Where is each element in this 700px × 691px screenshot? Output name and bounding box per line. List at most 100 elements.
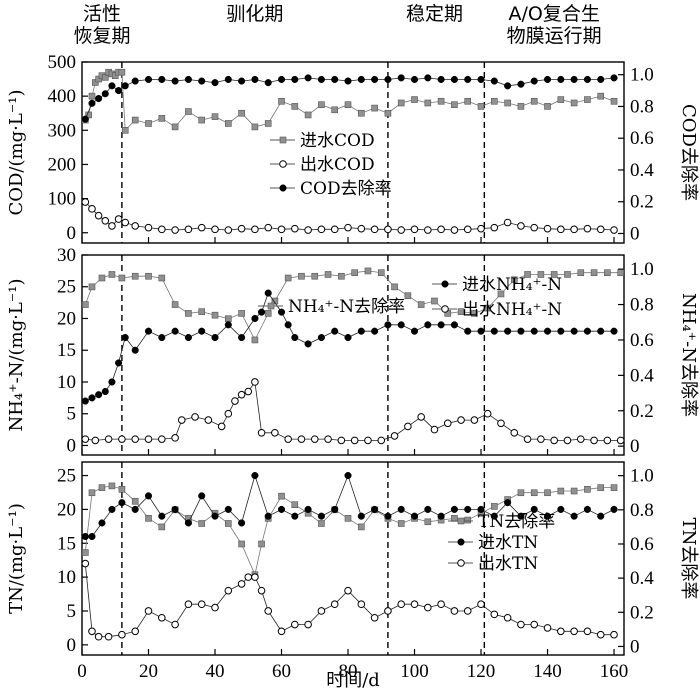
data-point bbox=[277, 308, 286, 316]
data-point bbox=[171, 434, 179, 442]
data-point bbox=[344, 223, 352, 232]
data-point bbox=[304, 620, 312, 629]
data-point bbox=[544, 103, 551, 110]
data-point bbox=[437, 225, 445, 234]
data-point bbox=[237, 390, 246, 399]
data-point bbox=[111, 72, 119, 79]
data-point bbox=[370, 613, 379, 622]
data-point bbox=[616, 436, 625, 445]
y-right-tick-label: 0.6 bbox=[630, 330, 654, 351]
data-point bbox=[131, 116, 139, 124]
y-tick-label: 15 bbox=[57, 533, 76, 554]
data-point bbox=[198, 327, 206, 335]
data-point bbox=[584, 96, 591, 103]
data-point bbox=[497, 419, 505, 428]
data-point bbox=[317, 75, 325, 84]
data-point bbox=[384, 109, 392, 117]
data-point bbox=[118, 435, 126, 443]
legend-item: 进水NH₄⁺-N bbox=[432, 275, 562, 295]
data-point bbox=[277, 225, 286, 234]
series-tn-2 bbox=[81, 559, 618, 641]
data-point bbox=[101, 90, 109, 98]
data-point bbox=[510, 428, 519, 437]
data-point bbox=[371, 104, 378, 112]
y-tick-label: 25 bbox=[57, 466, 76, 487]
data-point bbox=[204, 416, 213, 424]
legend-item: 出水NH₄⁺-N bbox=[432, 300, 562, 320]
data-point bbox=[144, 75, 153, 84]
data-point bbox=[437, 600, 445, 609]
data-point bbox=[224, 75, 232, 84]
y-right-tick-label: 0 bbox=[630, 636, 640, 657]
data-point bbox=[81, 435, 90, 443]
data-point bbox=[517, 103, 525, 110]
y-tick-label: 10 bbox=[57, 372, 76, 393]
data-point bbox=[171, 123, 179, 131]
data-point bbox=[171, 77, 179, 85]
data-point bbox=[291, 333, 299, 342]
y-right-tick-label: 0.6 bbox=[630, 128, 654, 149]
data-point bbox=[491, 503, 498, 510]
data-point bbox=[463, 225, 472, 234]
legend-item: TN去除率 bbox=[448, 512, 555, 532]
data-point bbox=[471, 310, 478, 317]
data-point bbox=[424, 226, 432, 234]
panel-nh4: 0 5 10 15 20 25 30 0 0.2 0.4 0.6 0.8 1.0 NH₄⁺-N/(mg·L… bbox=[6, 245, 699, 457]
data-point bbox=[397, 321, 405, 329]
phase-label: 活性 bbox=[83, 3, 121, 25]
data-point bbox=[410, 327, 419, 335]
data-point bbox=[311, 272, 319, 280]
data-point bbox=[437, 321, 445, 329]
data-point bbox=[610, 505, 618, 513]
data-point bbox=[550, 271, 558, 278]
data-point bbox=[417, 301, 425, 308]
data-point bbox=[583, 627, 592, 636]
data-point bbox=[101, 74, 109, 81]
data-point bbox=[457, 517, 465, 525]
y-right-axis-title: NH₄⁺-N去除率 bbox=[678, 293, 699, 417]
data-point bbox=[557, 505, 565, 513]
data-point bbox=[437, 97, 445, 105]
data-point bbox=[118, 499, 126, 507]
data-point bbox=[477, 600, 485, 609]
data-point bbox=[108, 82, 116, 90]
data-point bbox=[277, 75, 286, 84]
data-point bbox=[158, 435, 166, 443]
data-point bbox=[404, 292, 412, 300]
data-point bbox=[424, 603, 432, 612]
data-point bbox=[145, 120, 152, 127]
data-point bbox=[279, 184, 287, 192]
data-point bbox=[464, 516, 472, 524]
data-point bbox=[490, 223, 499, 232]
data-point bbox=[417, 413, 425, 421]
data-point bbox=[517, 222, 525, 230]
data-point bbox=[184, 600, 193, 609]
data-point bbox=[257, 428, 266, 437]
data-point bbox=[410, 600, 419, 609]
data-point bbox=[577, 269, 585, 276]
data-point bbox=[88, 205, 96, 213]
data-point bbox=[108, 271, 116, 278]
data-point bbox=[251, 378, 259, 386]
data-point bbox=[251, 314, 259, 323]
plot-frame bbox=[81, 61, 625, 244]
data-point bbox=[318, 101, 325, 108]
legend-item: 出水COD bbox=[270, 155, 375, 175]
y-right-tick-label: 1.0 bbox=[630, 466, 654, 487]
y-tick-label: 25 bbox=[57, 277, 76, 298]
x-tick-label: 40 bbox=[206, 661, 225, 682]
data-point bbox=[596, 225, 605, 234]
data-point bbox=[317, 225, 326, 234]
data-point bbox=[357, 224, 366, 233]
data-point bbox=[497, 290, 505, 298]
data-point bbox=[557, 487, 565, 495]
data-point bbox=[477, 224, 485, 233]
data-point bbox=[257, 586, 266, 595]
data-point bbox=[81, 397, 89, 405]
legend-label: 进水COD bbox=[300, 131, 375, 151]
data-point bbox=[225, 315, 232, 323]
data-point bbox=[610, 226, 618, 234]
data-point bbox=[298, 272, 305, 280]
data-point bbox=[357, 75, 365, 84]
data-point bbox=[121, 218, 130, 227]
